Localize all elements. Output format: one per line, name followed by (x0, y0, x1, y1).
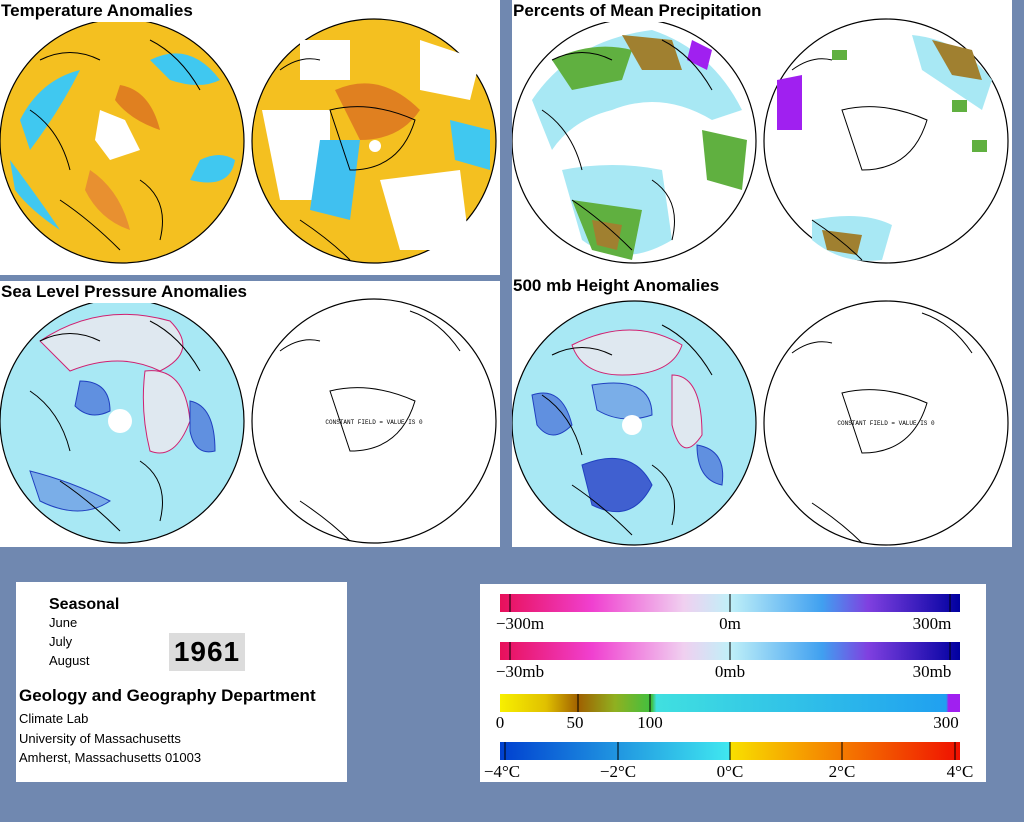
precipitation-maps (512, 18, 1009, 264)
legend-scales: −300m 0m 300m −30mb 0mb 30mb 0 50 100 30… (484, 594, 974, 781)
north-hemisphere-height-map (512, 300, 757, 546)
south-hemisphere-precipitation-map (763, 18, 1009, 264)
height-maps: CONSTANT FIELD = VALUE IS 0 (512, 300, 1009, 546)
department-name: Geology and Geography Department (19, 686, 316, 705)
precipitation-title: Percents of Mean Precipitation (512, 0, 765, 22)
month-august: August (49, 653, 90, 668)
pressure-tick-mid: 0mb (715, 662, 745, 681)
south-hemisphere-pressure-map: CONSTANT FIELD = VALUE IS 0 (251, 298, 497, 544)
address-line-3: Amherst, Massachusetts 01003 (19, 750, 202, 765)
height-title: 500 mb Height Anomalies (512, 275, 723, 297)
pressure-panel: CONSTANT FIELD = VALUE IS 0 Sea Level Pr… (0, 281, 500, 547)
month-june: June (49, 615, 78, 630)
temp-tick-4: 4°C (947, 762, 974, 781)
month-july: July (49, 634, 73, 649)
height-constant-note: CONSTANT FIELD = VALUE IS 0 (837, 420, 935, 427)
precipitation-panel: Percents of Mean Precipitation (512, 0, 1012, 275)
south-hemisphere-height-map: CONSTANT FIELD = VALUE IS 0 (763, 300, 1009, 546)
height-tick-min: −300m (496, 614, 544, 633)
temp-tick-2: 2°C (829, 762, 856, 781)
pressure-title: Sea Level Pressure Anomalies (0, 281, 251, 303)
north-hemisphere-pressure-map (0, 298, 245, 544)
address-line-1: Climate Lab (19, 711, 89, 726)
year-badge: 1961 (169, 633, 245, 671)
precip-tick-300: 300 (933, 713, 959, 732)
precip-tick-50: 50 (567, 713, 584, 732)
pressure-tick-min: −30mb (496, 662, 544, 681)
legend-box: −300m 0m 300m −30mb 0mb 30mb 0 50 100 30… (480, 584, 986, 782)
north-hemisphere-precipitation-map (512, 18, 757, 264)
height-tick-mid: 0m (719, 614, 741, 633)
pressure-constant-note: CONSTANT FIELD = VALUE IS 0 (325, 419, 423, 426)
height-panel: CONSTANT FIELD = VALUE IS 0 500 mb Heigh… (512, 275, 1012, 547)
temperature-maps (0, 18, 497, 264)
precip-colorbar (500, 694, 960, 712)
south-hemisphere-temperature-map (251, 18, 497, 264)
temp-tick-minus2: −2°C (600, 762, 636, 781)
pressure-maps: CONSTANT FIELD = VALUE IS 0 (0, 298, 497, 544)
period-label: Seasonal (49, 596, 120, 613)
temperature-panel: Temperature Anomalies (0, 0, 500, 275)
precip-tick-100: 100 (637, 713, 663, 732)
north-hemisphere-temperature-map (0, 18, 245, 264)
pressure-tick-max: 30mb (913, 662, 952, 681)
precip-tick-0: 0 (496, 713, 505, 732)
height-tick-max: 300m (913, 614, 952, 633)
info-box: Seasonal June July August 1961 Geology a… (16, 582, 347, 782)
address-line-2: University of Massachusetts (19, 731, 181, 746)
temp-tick-minus4: −4°C (484, 762, 520, 781)
temp-tick-0: 0°C (717, 762, 744, 781)
temperature-title: Temperature Anomalies (0, 0, 196, 22)
